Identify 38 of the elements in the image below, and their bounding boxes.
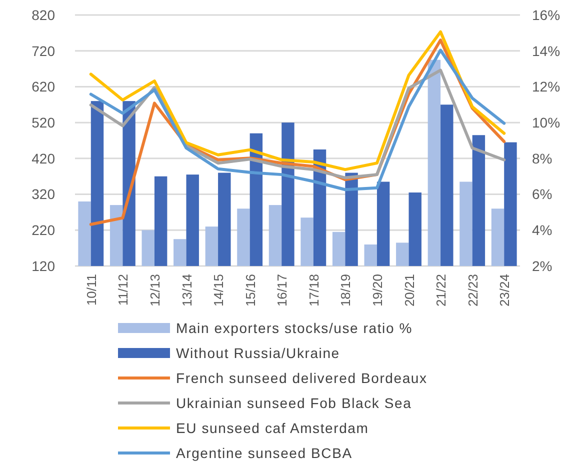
legend-label: Argentine sunseed BCBA <box>176 444 352 461</box>
x-tick-label: 22/23 <box>465 274 480 307</box>
x-tick-label: 15/16 <box>242 274 258 307</box>
x-tick-label: 19/20 <box>370 274 385 307</box>
y-tick-label: 220 <box>32 222 56 238</box>
legend-label: French sunseed delivered Bordeaux <box>176 370 428 386</box>
y-tick-label: 720 <box>32 42 56 59</box>
x-tick-label: 11/12 <box>116 274 131 306</box>
x-tick-label: 18/19 <box>338 274 354 307</box>
legend-label: EU sunseed caf Amsterdam <box>176 420 369 436</box>
x-tick-label: 13/14 <box>179 274 194 307</box>
x-tick-label: 16/17 <box>274 274 290 307</box>
y2-tick-label: 10% <box>532 114 560 130</box>
y2-tick-label: 12% <box>532 78 560 95</box>
x-tick-label: 23/24 <box>497 274 512 307</box>
line-series <box>89 30 506 172</box>
y-tick-label: 820 <box>32 6 56 23</box>
y-tick-label: 120 <box>32 258 56 274</box>
y-tick-label: 620 <box>32 78 56 95</box>
y2-tick-label: 4% <box>532 222 552 238</box>
y2-tick-label: 14% <box>532 42 560 59</box>
x-tick-label: 12/13 <box>147 274 162 307</box>
x-tick-label: 10/11 <box>84 274 99 306</box>
y2-tick-label: 16% <box>532 6 560 23</box>
x-tick-label: 17/18 <box>306 274 322 307</box>
legend-label: Ukrainian sunseed Fob Black Sea <box>176 394 412 411</box>
legend-label: Without Russia/Ukraine <box>176 344 340 361</box>
x-tick-label: 21/22 <box>434 274 449 307</box>
x-tick-label: 20/21 <box>402 274 417 307</box>
line-series <box>89 48 506 192</box>
y-tick-label: 420 <box>32 150 56 166</box>
y2-tick-label: 8% <box>532 150 552 166</box>
legend-label: Main exporters stocks/use ratio % <box>176 320 412 336</box>
x-tick-label: 14/15 <box>211 274 226 307</box>
y2-tick-label: 2% <box>532 258 552 274</box>
y-tick-label: 520 <box>32 114 56 130</box>
y-tick-label: 320 <box>32 186 56 202</box>
y2-tick-label: 6% <box>532 186 552 202</box>
